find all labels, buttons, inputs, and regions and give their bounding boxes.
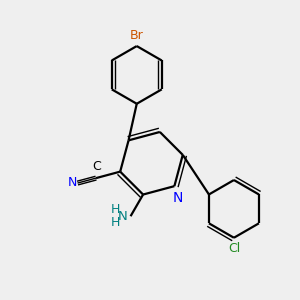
- Text: H: H: [111, 216, 120, 229]
- Text: Cl: Cl: [228, 242, 240, 255]
- Text: Br: Br: [130, 28, 144, 42]
- Text: N: N: [68, 176, 77, 189]
- Text: N: N: [117, 210, 127, 223]
- Text: C: C: [92, 160, 101, 173]
- Text: H: H: [111, 203, 120, 216]
- Text: N: N: [173, 191, 183, 206]
